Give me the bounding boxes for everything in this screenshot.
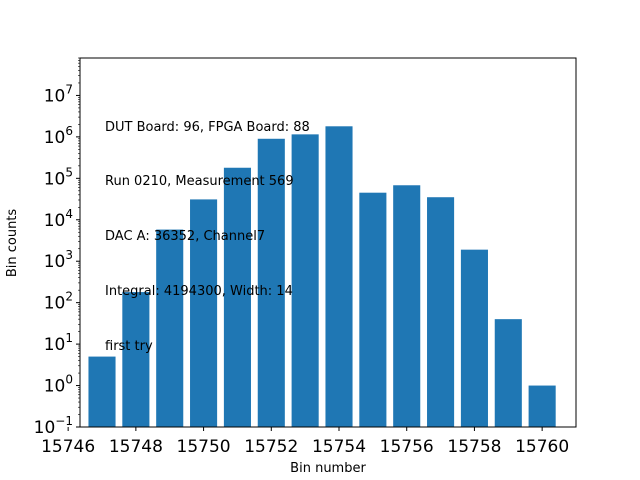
plot-frame: [79, 57, 577, 428]
y-axis-label: Bin counts: [5, 209, 20, 278]
bar: [223, 167, 251, 428]
y-tick-label: 107: [44, 82, 73, 106]
bar: [156, 229, 184, 427]
annotation-line: DUT Board: 96, FPGA Board: 88: [105, 119, 310, 135]
bar: [460, 249, 488, 427]
y-tick-label: 106: [44, 124, 73, 148]
y-axis-ticks: 10−1 100 101 102 103 104 105 106 107: [34, 57, 80, 438]
bar: [393, 185, 421, 427]
y-tick-label: 103: [44, 248, 73, 272]
bar: [257, 138, 285, 427]
annotation-line: Integral: 4194300, Width: 14: [105, 284, 293, 300]
bar: [494, 319, 522, 427]
x-tick-label: 15754: [312, 437, 366, 457]
bar: [88, 356, 116, 427]
x-tick-label: 15750: [177, 437, 231, 457]
bars-group: [88, 126, 556, 428]
bar: [325, 126, 353, 428]
y-tick-label: 102: [44, 290, 73, 314]
bar: [427, 197, 455, 427]
annotation-line: first try: [105, 339, 153, 355]
y-tick-label: 100: [44, 373, 73, 397]
x-axis-label: Bin number: [290, 461, 366, 476]
annotation-line: DAC A: 36352, Channel7: [105, 229, 266, 245]
bar: [190, 199, 218, 427]
x-tick-label: 15758: [447, 437, 501, 457]
x-tick-label: 15748: [109, 437, 163, 457]
bar: [528, 385, 556, 427]
y-tick-label: 105: [44, 165, 73, 189]
x-axis-ticks: 15746 15748 15750 15752 15754 15756 15758 15760: [41, 427, 569, 457]
annotation-line: Run 0210, Measurement 569: [105, 174, 294, 190]
x-tick-label: 15760: [515, 437, 569, 457]
x-tick-label: 15756: [380, 437, 434, 457]
y-tick-label: 10−1: [34, 414, 73, 438]
bar: [122, 292, 150, 427]
run-info-annotation: DUT Board: 96, FPGA Board: 88 Run 0210, …: [105, 82, 310, 375]
bar: [291, 134, 319, 428]
y-tick-label: 104: [44, 207, 73, 231]
bar: [359, 192, 387, 427]
y-tick-label: 101: [44, 331, 73, 355]
x-tick-label: 15746: [41, 437, 95, 457]
x-tick-label: 15752: [244, 437, 298, 457]
